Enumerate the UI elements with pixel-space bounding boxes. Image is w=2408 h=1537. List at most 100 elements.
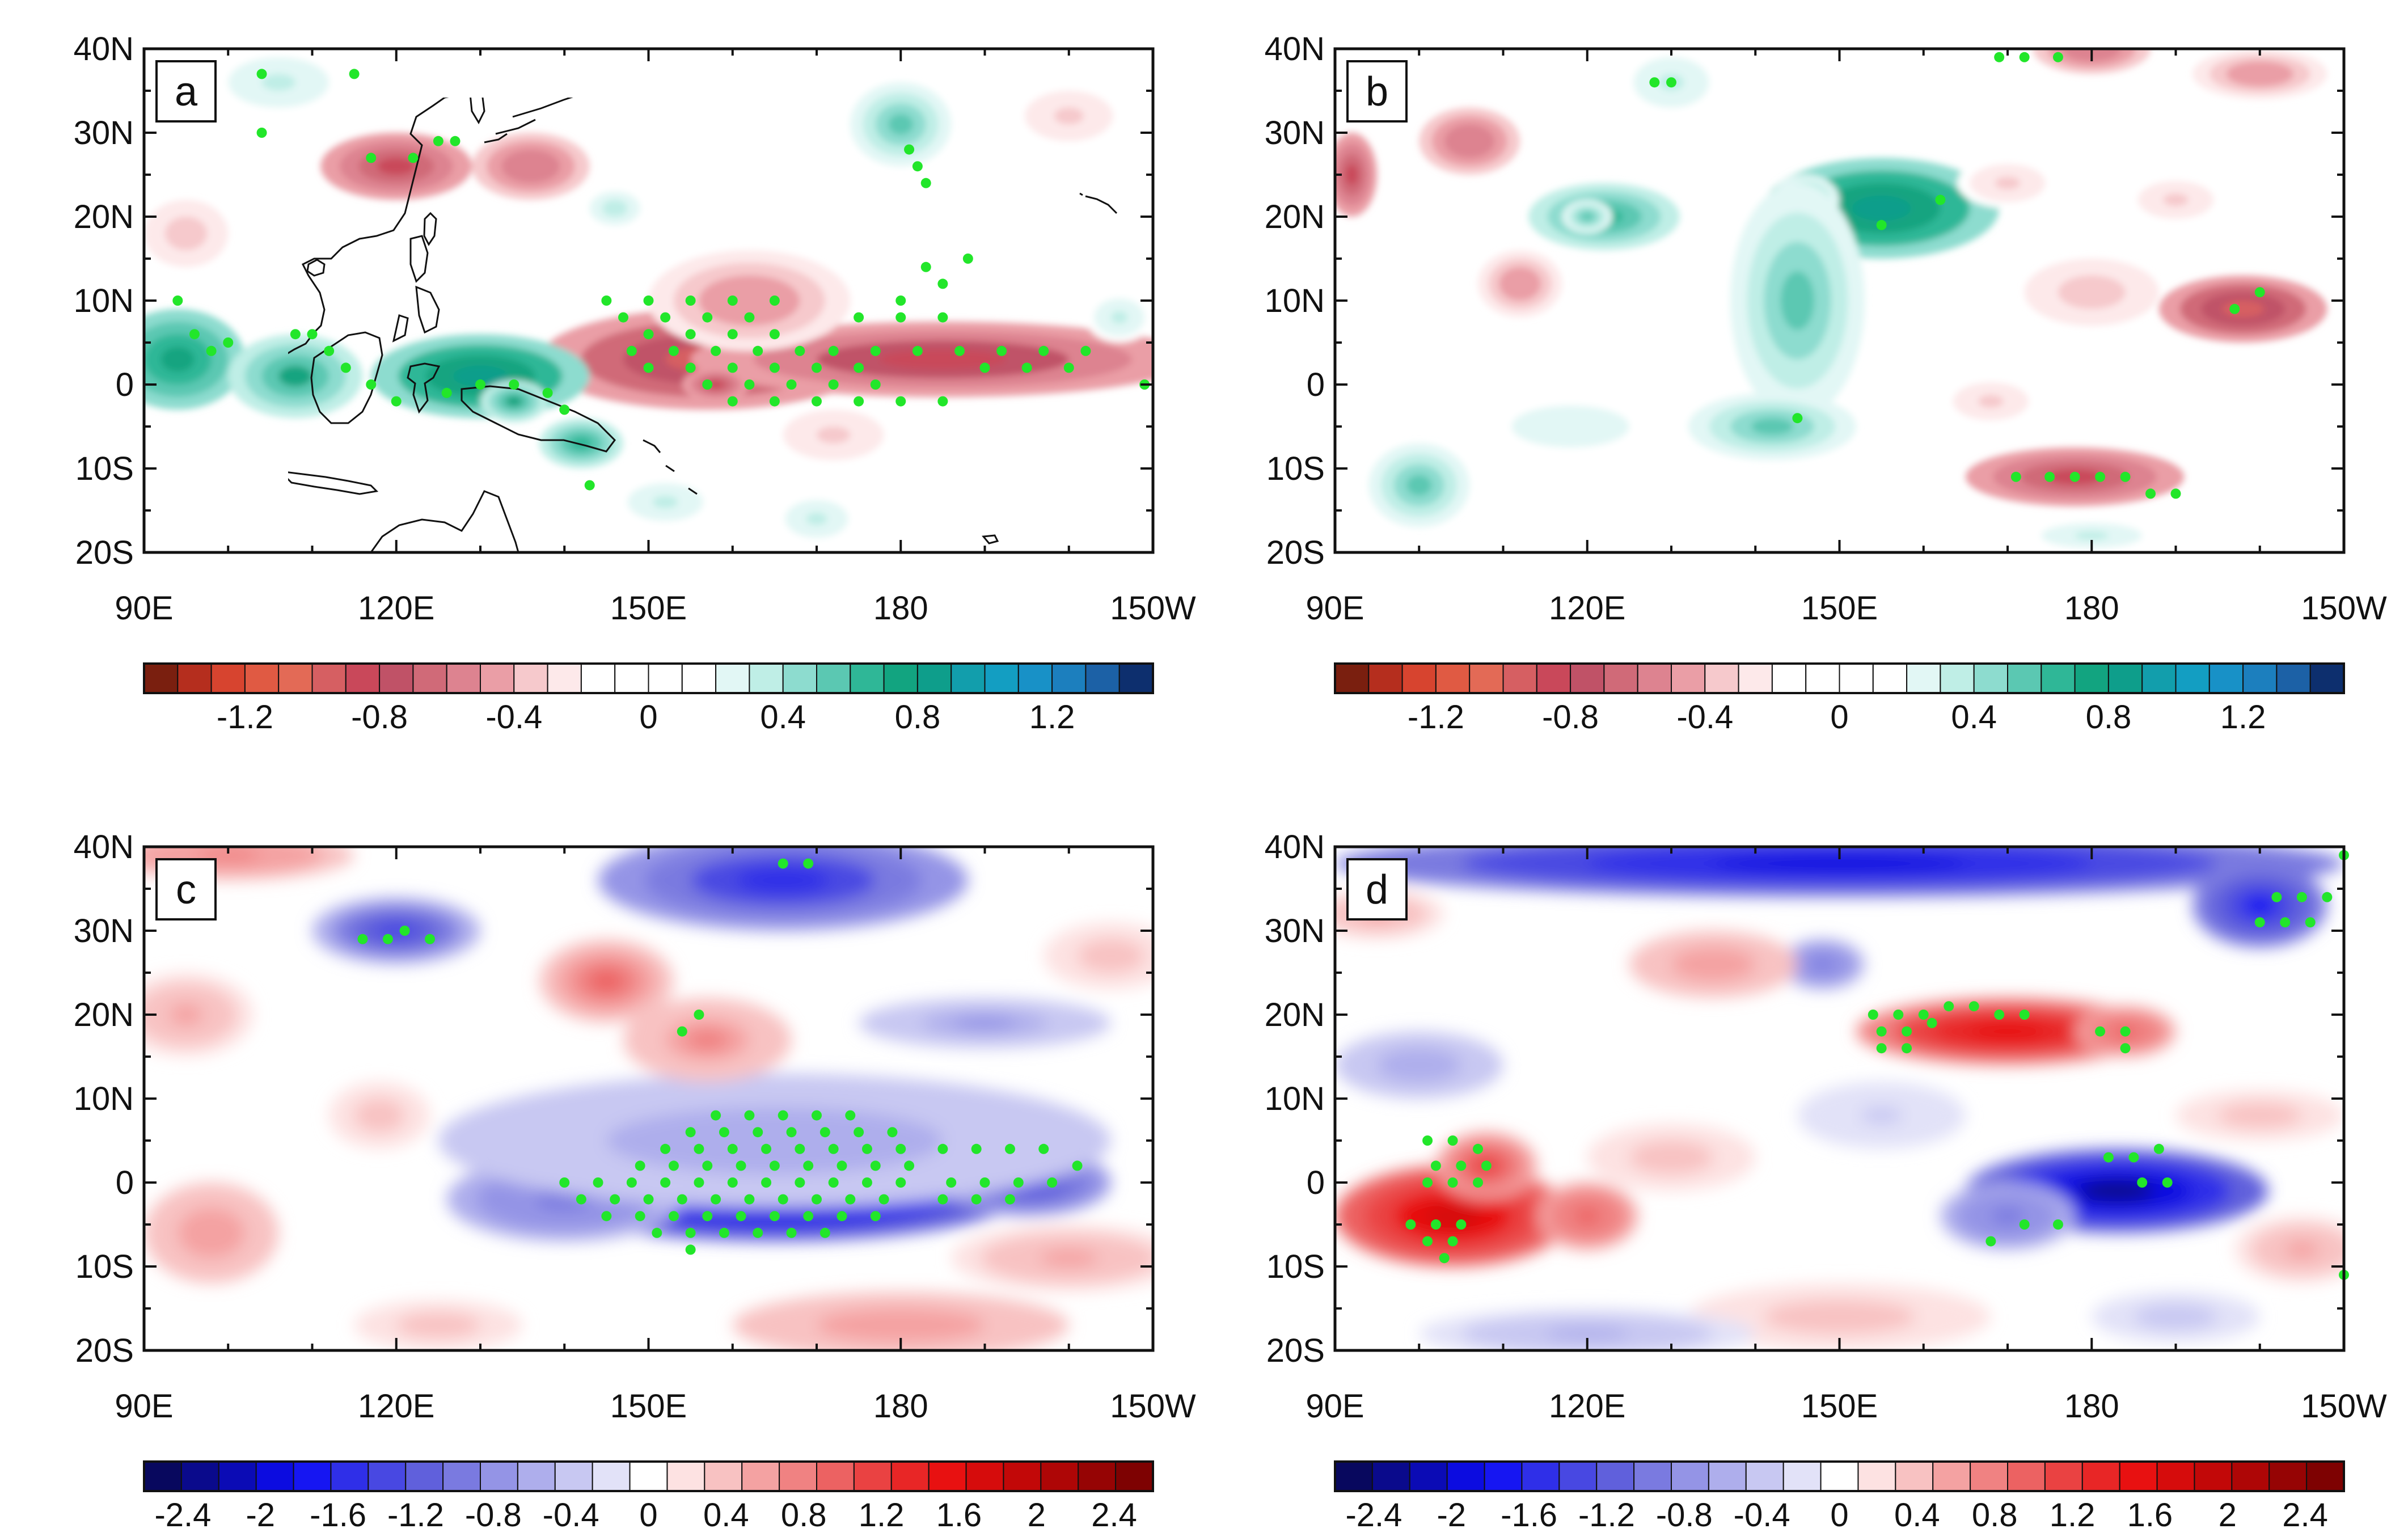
colorbar-swatch: [704, 1461, 743, 1492]
significance-dot: [812, 1194, 822, 1205]
colorbar-swatch: [1368, 663, 1403, 694]
panel-label: a: [175, 69, 198, 115]
x-tick-label: 150E: [1801, 1388, 1878, 1425]
y-tick-label: 10N: [1265, 282, 1325, 319]
colorbar-swatch: [1708, 1461, 1747, 1492]
significance-dot: [1456, 1160, 1467, 1171]
significance-dot: [778, 1194, 788, 1205]
significance-dot: [920, 261, 931, 272]
significance-dot: [786, 379, 797, 390]
significance-dot: [870, 345, 881, 356]
significance-dot: [727, 396, 738, 407]
anomaly-blob: [1039, 1249, 1099, 1266]
anomaly-blob: [169, 1004, 203, 1025]
colorbar-swatch: [749, 663, 784, 694]
significance-dot: [1994, 1010, 2005, 1020]
significance-dot: [1422, 1177, 1433, 1188]
colorbar-swatch: [1409, 1461, 1448, 1492]
colorbar-swatch: [2156, 1461, 2195, 1492]
significance-dot: [1893, 1010, 1904, 1020]
colorbar-a: -1.2 -0.8 -0.4 0 0.4 0.8 1.2: [143, 662, 1154, 736]
colorbar-swatch: [2074, 663, 2109, 694]
significance-dot: [702, 312, 713, 323]
colorbar-swatch: [1484, 1461, 1523, 1492]
significance-dot: [1447, 1236, 1458, 1247]
significance-dot: [1080, 345, 1091, 356]
colorbar-swatch: [1671, 1461, 1709, 1492]
anomaly-blob: [1574, 1207, 1600, 1224]
colorbar-swatch: [2175, 663, 2210, 694]
field-a: [144, 49, 1153, 552]
significance-dot: [2044, 471, 2055, 482]
colorbar-swatch: [779, 1461, 817, 1492]
x-tick-label: 120E: [1549, 1388, 1625, 1425]
y-tick-label: 20N: [74, 199, 134, 235]
y-tick-label: 40N: [1265, 31, 1325, 67]
colorbar-swatch: [405, 1461, 444, 1492]
significance-dot: [1439, 1253, 1450, 1264]
significance-dot: [878, 1194, 889, 1205]
colorbar-swatch: [177, 663, 212, 694]
significance-dot: [937, 278, 948, 289]
colorbar-label: -0.4: [543, 1497, 599, 1534]
significance-dot: [711, 345, 721, 356]
x-tick-label: 90E: [115, 590, 173, 627]
anomaly-blob: [1801, 1308, 1878, 1325]
significance-dot: [971, 1194, 982, 1205]
significance-dot: [593, 1177, 603, 1188]
anomaly-blob: [589, 970, 624, 992]
significance-dot: [2145, 488, 2156, 499]
colorbar-swatch: [379, 663, 414, 694]
x-tick-label: 180: [873, 1388, 928, 1425]
colorbar-label: 1.2: [1029, 699, 1075, 736]
colorbar-swatch: [1334, 1461, 1373, 1492]
colorbar-label: 0.8: [1972, 1497, 2018, 1534]
colorbar-swatch: [2007, 1461, 2046, 1492]
anomaly-blob: [1541, 416, 1600, 437]
colorbar-swatch: [330, 1461, 369, 1492]
significance-dot: [668, 345, 679, 356]
y-tick-label: 20S: [1266, 534, 1325, 571]
axis-ticks: [143, 846, 1154, 1352]
colorbar-swatch: [2141, 663, 2177, 694]
colorbar-label: -0.8: [351, 699, 408, 736]
significance-dot: [618, 312, 629, 323]
significance-dot: [828, 379, 839, 390]
significance-dot: [854, 362, 864, 373]
significance-dot: [2095, 1026, 2106, 1037]
significance-dot: [685, 1127, 696, 1138]
significance-dot: [172, 295, 183, 306]
significance-dot: [425, 934, 436, 944]
significance-dot: [450, 136, 461, 146]
significance-dot: [206, 345, 217, 356]
colorbar-swatch: [2268, 1461, 2308, 1492]
anomaly-blob: [417, 1319, 459, 1332]
colorbar-swatch: [1771, 663, 1807, 694]
colorbar-label: 0.8: [895, 699, 941, 736]
colorbar-swatch: [143, 1461, 182, 1492]
significance-dot: [2120, 1026, 2131, 1037]
significance-dot: [1666, 77, 1676, 88]
colorbar-swatch: [1040, 1461, 1079, 1492]
x-tick-label: 180: [2064, 590, 2119, 627]
significance-dot: [2305, 917, 2316, 928]
colorbar-label: -2: [1437, 1497, 1466, 1534]
y-tick-label: 40N: [74, 829, 134, 865]
x-tick-label: 120E: [1549, 590, 1625, 627]
significance-dot: [937, 1194, 948, 1205]
colorbar-label: -0.8: [1656, 1497, 1713, 1534]
colorbar-label: 1.2: [2050, 1497, 2096, 1534]
colorbar-swatch: [345, 663, 381, 694]
significance-dot: [803, 1211, 814, 1222]
significance-dot: [660, 1143, 671, 1154]
x-tick-label: 90E: [115, 1388, 173, 1425]
significance-dot: [2019, 1010, 2030, 1020]
anomaly-blob: [1860, 1107, 1903, 1124]
colorbar-d: -2.4 -2 -1.6 -1.2 -0.8 -0.4 0 0.4 0.8 1.2 1.6 2 2.4: [1334, 1460, 2345, 1534]
anomaly-blob: [953, 1016, 1017, 1029]
significance-dot: [795, 1143, 805, 1154]
significance-dot: [189, 329, 200, 340]
colorbar-swatch: [1596, 1461, 1635, 1492]
significance-dot: [408, 153, 419, 163]
y-tick-label: 20S: [1266, 1332, 1325, 1369]
